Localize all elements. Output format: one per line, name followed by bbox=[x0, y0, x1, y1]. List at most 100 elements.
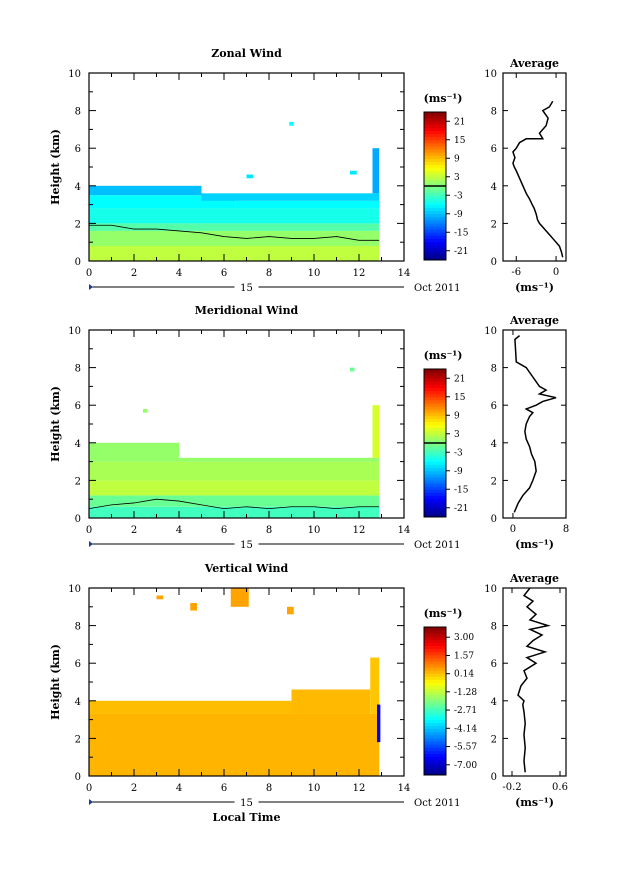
profile-y-tick-label: 8 bbox=[491, 622, 497, 633]
y-tick-label: 6 bbox=[75, 144, 81, 155]
colorbar-band bbox=[424, 495, 446, 499]
profile-title: Average bbox=[509, 572, 559, 585]
colorbar-band bbox=[424, 250, 446, 255]
data-cell bbox=[201, 193, 380, 201]
data-cell bbox=[89, 208, 380, 224]
colorbar-band bbox=[424, 731, 446, 736]
colorbar-band bbox=[424, 253, 446, 258]
colorbar-band bbox=[424, 241, 446, 246]
colorbar-tick-label: -15 bbox=[454, 228, 469, 238]
data-cell bbox=[372, 148, 380, 194]
x-tick-label: 4 bbox=[176, 525, 182, 536]
date-label-bg bbox=[234, 281, 259, 293]
x-tick-label: 2 bbox=[131, 783, 137, 794]
profile-y-tick-label: 4 bbox=[491, 697, 497, 708]
colorbar-band bbox=[424, 470, 446, 475]
profile-y-tick-label: 6 bbox=[491, 659, 497, 670]
colorbar-band bbox=[424, 458, 446, 462]
colorbar-tick-label: -5.57 bbox=[454, 743, 477, 753]
profile-line bbox=[513, 335, 557, 513]
profile-y-tick-label: 4 bbox=[491, 182, 497, 193]
colorbar-band bbox=[424, 436, 446, 441]
colorbar-band bbox=[424, 173, 446, 178]
x-tick-label: 10 bbox=[308, 783, 321, 794]
colorbar-band bbox=[424, 492, 446, 496]
colorbar-band bbox=[424, 201, 446, 205]
colorbar-band bbox=[424, 694, 446, 699]
colorbar-band bbox=[424, 667, 446, 671]
date-month-label: Oct 2011 bbox=[414, 798, 460, 809]
colorbar-band bbox=[424, 682, 446, 687]
colorbar-band bbox=[424, 412, 446, 416]
colorbar-tick-label: -21 bbox=[454, 504, 469, 514]
profile-y-tick-label: 10 bbox=[484, 326, 497, 337]
x-tick-label: 12 bbox=[353, 268, 366, 279]
colorbar-band bbox=[424, 455, 446, 459]
date-axis-marker bbox=[89, 799, 93, 805]
data-cell bbox=[89, 442, 179, 462]
data-cell bbox=[289, 121, 294, 126]
colorbar-band bbox=[424, 464, 446, 469]
colorbar-unit: (ms⁻¹) bbox=[424, 607, 463, 620]
profile-x-tick-label: 0 bbox=[553, 267, 559, 278]
colorbar-band bbox=[424, 480, 446, 484]
colorbar-band bbox=[424, 387, 446, 392]
colorbar-band bbox=[424, 642, 446, 646]
colorbar-band bbox=[424, 753, 446, 757]
panel-title: Meridional Wind bbox=[195, 304, 299, 317]
colorbar-band bbox=[424, 648, 446, 653]
colorbar-band bbox=[424, 195, 446, 199]
colorbar-band bbox=[424, 210, 446, 215]
colorbar-band bbox=[424, 697, 446, 702]
profile-x-label: (ms⁻¹) bbox=[515, 796, 554, 809]
colorbar-band bbox=[424, 136, 446, 141]
colorbar-band bbox=[424, 213, 446, 218]
colorbar-band bbox=[424, 507, 446, 512]
colorbar-band bbox=[424, 415, 446, 419]
colorbar-band bbox=[424, 226, 446, 230]
y-tick-label: 0 bbox=[75, 514, 81, 525]
colorbar-tick-label: -7.00 bbox=[454, 761, 477, 771]
x-tick-label: 8 bbox=[266, 783, 272, 794]
colorbar-band bbox=[424, 664, 446, 668]
colorbar-band bbox=[424, 765, 446, 770]
date-axis-marker bbox=[89, 541, 93, 547]
data-cell bbox=[89, 245, 380, 261]
data-cell bbox=[89, 461, 380, 481]
colorbar-band bbox=[424, 219, 446, 224]
colorbar-band bbox=[424, 449, 446, 453]
colorbar-tick-label: 3.00 bbox=[454, 633, 474, 643]
colorbar-band bbox=[424, 142, 446, 147]
data-cell bbox=[89, 230, 380, 246]
x-tick-label: 10 bbox=[308, 525, 321, 536]
colorbar-band bbox=[424, 375, 446, 379]
colorbar-band bbox=[424, 759, 446, 764]
profile-y-tick-label: 10 bbox=[484, 584, 497, 595]
data-cell bbox=[89, 185, 202, 196]
colorbar-band bbox=[424, 186, 446, 190]
x-tick-label: 6 bbox=[221, 525, 227, 536]
y-axis-label: Height (km) bbox=[49, 644, 62, 720]
date-day-label: 15 bbox=[240, 798, 253, 809]
date-month-label: Oct 2011 bbox=[414, 540, 460, 551]
profile-x-label: (ms⁻¹) bbox=[515, 281, 554, 294]
colorbar-band bbox=[424, 223, 446, 227]
data-cell bbox=[89, 700, 292, 714]
colorbar-band bbox=[424, 216, 446, 221]
colorbar-band bbox=[424, 115, 446, 119]
colorbar-band bbox=[424, 498, 446, 503]
y-tick-label: 2 bbox=[75, 476, 81, 487]
data-cell bbox=[89, 506, 380, 518]
data-cell bbox=[190, 603, 197, 611]
x-tick-label: 6 bbox=[221, 783, 227, 794]
colorbar-band bbox=[424, 247, 446, 252]
colorbar-band bbox=[424, 639, 446, 643]
y-tick-label: 2 bbox=[75, 219, 81, 230]
profile-y-tick-label: 0 bbox=[491, 257, 497, 268]
y-tick-label: 8 bbox=[75, 364, 81, 375]
colorbar-band bbox=[424, 396, 446, 401]
colorbar-band bbox=[424, 513, 446, 518]
colorbar-band bbox=[424, 235, 446, 239]
colorbar-band bbox=[424, 691, 446, 696]
colorbar-band bbox=[424, 244, 446, 249]
